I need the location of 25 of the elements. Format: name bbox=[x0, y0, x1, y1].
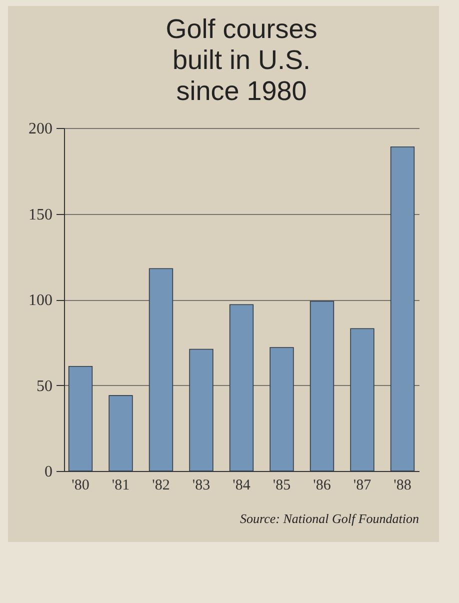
y-tick-label: 200 bbox=[28, 120, 52, 138]
x-tick-label: '80 bbox=[72, 478, 90, 494]
x-tick-label: '83 bbox=[192, 478, 210, 494]
bar bbox=[270, 347, 294, 472]
x-tick-label: '82 bbox=[152, 478, 170, 494]
x-tick-label: '88 bbox=[394, 478, 412, 494]
bar bbox=[148, 268, 174, 472]
x-tick-label: '86 bbox=[313, 478, 332, 494]
x-tick-label: '81 bbox=[112, 478, 130, 494]
y-tick-label: 0 bbox=[44, 464, 52, 480]
x-tick-label: '87 bbox=[353, 478, 372, 494]
y-tick-label: 100 bbox=[28, 292, 52, 309]
y-tick-label: 150 bbox=[28, 206, 52, 224]
bar bbox=[189, 348, 214, 472]
bar bbox=[108, 395, 133, 472]
bar bbox=[310, 300, 334, 472]
x-tick-label: '84 bbox=[232, 478, 251, 494]
bar bbox=[68, 366, 93, 472]
bar bbox=[229, 304, 254, 472]
chart-title: Golf courses built in U.S. since 1980 bbox=[166, 14, 318, 106]
bar bbox=[390, 146, 415, 472]
source-note: Source: National Golf Foundation bbox=[240, 511, 419, 526]
bar bbox=[350, 328, 374, 472]
y-tick-label: 50 bbox=[36, 378, 52, 395]
x-tick-label: '85 bbox=[272, 478, 291, 494]
